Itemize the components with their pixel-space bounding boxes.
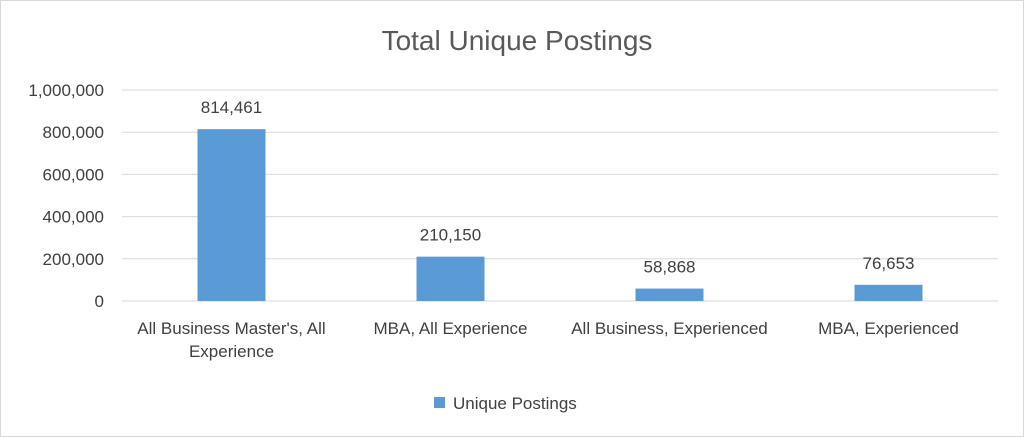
bar bbox=[197, 129, 266, 301]
data-labels: 814,461 210,150 58,868 76,653 bbox=[201, 98, 915, 276]
x-category-label: All Business Master's, All bbox=[137, 319, 325, 338]
gridlines bbox=[122, 89, 998, 302]
x-category-label: MBA, Experienced bbox=[818, 319, 959, 338]
x-category-label: All Business, Experienced bbox=[571, 319, 768, 338]
y-tick-label: 1,000,000 bbox=[28, 81, 104, 100]
bar bbox=[854, 284, 923, 301]
y-tick-label: 800,000 bbox=[43, 123, 104, 142]
legend: Unique Postings bbox=[434, 394, 577, 413]
x-category-label: Experience bbox=[189, 342, 274, 361]
data-label: 814,461 bbox=[201, 98, 262, 117]
y-tick-label: 400,000 bbox=[43, 208, 104, 227]
data-label: 58,868 bbox=[644, 258, 696, 277]
bar bbox=[416, 256, 485, 301]
x-axis-categories: All Business Master's, All Experience MBA,… bbox=[137, 319, 959, 361]
y-tick-label: 600,000 bbox=[43, 165, 104, 184]
legend-label-unique-postings: Unique Postings bbox=[453, 394, 577, 413]
bar bbox=[635, 288, 704, 301]
bars bbox=[197, 129, 923, 301]
legend-swatch-unique-postings bbox=[434, 397, 445, 408]
y-tick-label: 200,000 bbox=[43, 250, 104, 269]
chart-title: Total Unique Postings bbox=[382, 25, 653, 56]
y-axis-ticks: 0 200,000 400,000 600,000 800,000 1,000,000 bbox=[28, 81, 104, 311]
data-label: 210,150 bbox=[420, 226, 481, 245]
y-tick-label: 0 bbox=[95, 292, 104, 311]
x-category-label: MBA, All Experience bbox=[373, 319, 527, 338]
data-label: 76,653 bbox=[863, 254, 915, 273]
